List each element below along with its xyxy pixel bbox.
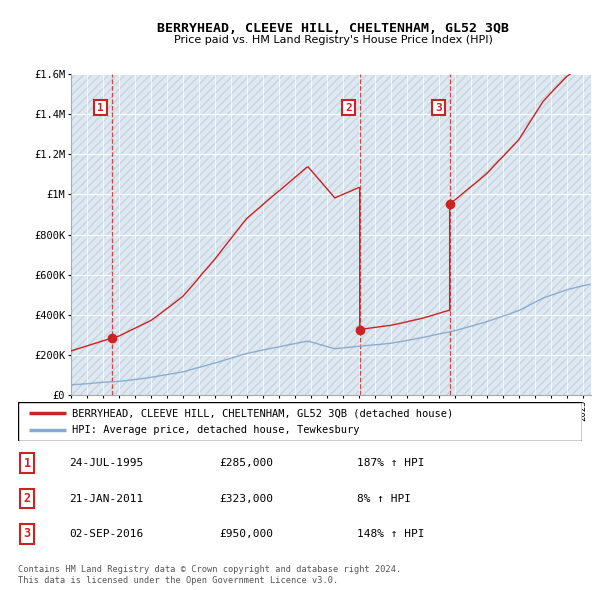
Text: HPI: Average price, detached house, Tewkesbury: HPI: Average price, detached house, Tewk… <box>71 425 359 435</box>
Text: 3: 3 <box>23 527 31 540</box>
Text: 3: 3 <box>435 103 442 113</box>
Text: Contains HM Land Registry data © Crown copyright and database right 2024.: Contains HM Land Registry data © Crown c… <box>18 565 401 574</box>
Text: 1: 1 <box>97 103 104 113</box>
Text: £323,000: £323,000 <box>219 494 273 503</box>
Text: 02-SEP-2016: 02-SEP-2016 <box>69 529 143 539</box>
Text: 187% ↑ HPI: 187% ↑ HPI <box>357 458 425 468</box>
Text: 1: 1 <box>23 457 31 470</box>
Text: 21-JAN-2011: 21-JAN-2011 <box>69 494 143 503</box>
Text: 2: 2 <box>345 103 352 113</box>
Text: This data is licensed under the Open Government Licence v3.0.: This data is licensed under the Open Gov… <box>18 576 338 585</box>
Text: BERRYHEAD, CLEEVE HILL, CHELTENHAM, GL52 3QB: BERRYHEAD, CLEEVE HILL, CHELTENHAM, GL52… <box>157 22 509 35</box>
Text: Price paid vs. HM Land Registry's House Price Index (HPI): Price paid vs. HM Land Registry's House … <box>173 35 493 45</box>
Text: BERRYHEAD, CLEEVE HILL, CHELTENHAM, GL52 3QB (detached house): BERRYHEAD, CLEEVE HILL, CHELTENHAM, GL52… <box>71 408 453 418</box>
Text: 8% ↑ HPI: 8% ↑ HPI <box>357 494 411 503</box>
Text: 2: 2 <box>23 492 31 505</box>
Text: 148% ↑ HPI: 148% ↑ HPI <box>357 529 425 539</box>
Text: 24-JUL-1995: 24-JUL-1995 <box>69 458 143 468</box>
Text: £285,000: £285,000 <box>219 458 273 468</box>
Text: £950,000: £950,000 <box>219 529 273 539</box>
